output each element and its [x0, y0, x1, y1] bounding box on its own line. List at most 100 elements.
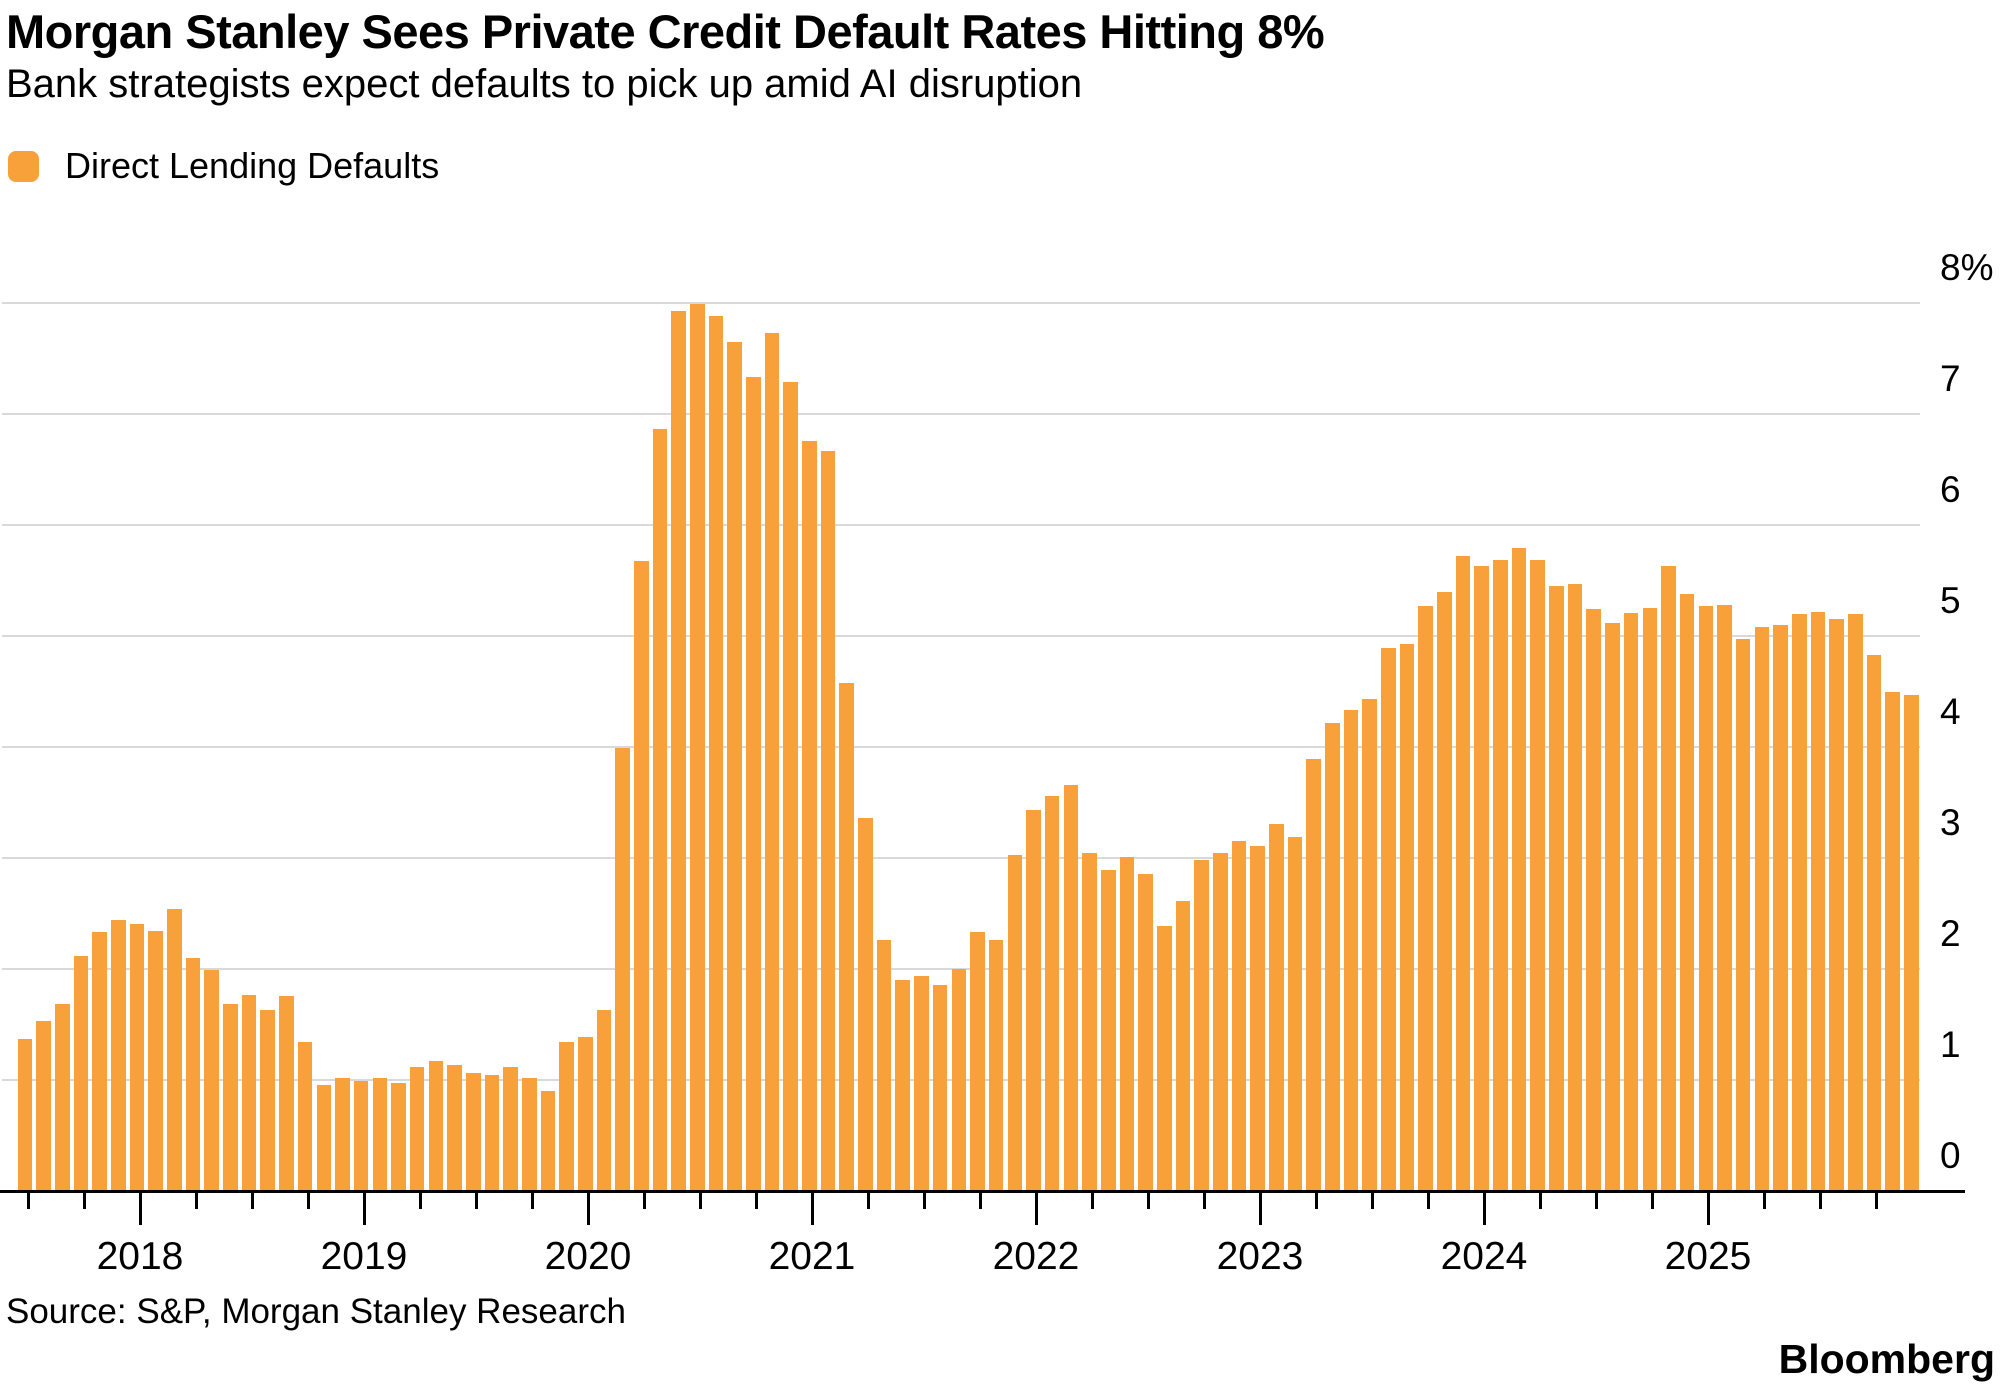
- bar: [951, 969, 967, 1190]
- bar: [783, 381, 798, 1190]
- gridline-3pct: [2, 857, 1920, 859]
- bar: [820, 450, 836, 1190]
- bar: [111, 920, 126, 1190]
- bar: [353, 1081, 369, 1190]
- bar: [577, 1036, 593, 1190]
- bar: [260, 1010, 276, 1190]
- x-tick-year: [1483, 1193, 1486, 1225]
- bar: [690, 304, 705, 1190]
- x-tick-year: [811, 1193, 814, 1225]
- bar: [1474, 566, 1490, 1190]
- bar: [1455, 556, 1471, 1190]
- bar: [652, 428, 668, 1190]
- x-tick-quarter: [251, 1193, 254, 1209]
- x-axis-line: [0, 1190, 1965, 1193]
- gridline-2pct: [2, 968, 1920, 970]
- x-tick-quarter: [1147, 1193, 1150, 1209]
- bar: [1343, 710, 1359, 1190]
- bar: [241, 994, 257, 1190]
- bar: [1026, 810, 1041, 1190]
- bar: [17, 1039, 33, 1190]
- bar: [1511, 548, 1527, 1190]
- legend: Direct Lending Defaults: [8, 145, 440, 186]
- x-tick-quarter: [531, 1193, 534, 1209]
- bar: [185, 958, 201, 1190]
- x-tick-quarter: [1427, 1193, 1430, 1209]
- source-text: Source: S&P, Morgan Stanley Research: [6, 1292, 626, 1331]
- bar: [1212, 852, 1228, 1190]
- bar: [1493, 559, 1508, 1190]
- bar: [167, 909, 182, 1190]
- chart-subtitle: Bank strategists expect defaults to pick…: [6, 62, 1083, 106]
- bar: [596, 1010, 612, 1190]
- bar: [1362, 699, 1377, 1190]
- bar: [802, 440, 817, 1190]
- bar: [1549, 586, 1564, 1190]
- bar: [1810, 611, 1826, 1190]
- bar: [1605, 622, 1620, 1190]
- bar: [1063, 784, 1079, 1190]
- x-tick-quarter: [755, 1193, 758, 1209]
- bar: [1399, 643, 1415, 1190]
- x-tick-quarter: [643, 1193, 646, 1209]
- bar: [55, 1003, 70, 1190]
- bar: [447, 1064, 462, 1190]
- bar: [521, 1077, 537, 1190]
- y-axis-label-7: 7: [1940, 358, 1961, 399]
- bar: [746, 377, 761, 1190]
- legend-label: Direct Lending Defaults: [65, 145, 440, 186]
- legend-swatch-icon: [8, 150, 39, 182]
- x-tick-quarter: [1091, 1193, 1094, 1209]
- x-axis-label-2021: 2021: [768, 1235, 856, 1278]
- x-axis-label-2022: 2022: [992, 1235, 1080, 1278]
- y-axis-label-8: 8%: [1940, 247, 1994, 288]
- bar: [503, 1066, 518, 1190]
- x-tick-year: [139, 1193, 142, 1225]
- bar: [1623, 612, 1639, 1190]
- x-tick-quarter: [195, 1193, 198, 1209]
- bar: [73, 955, 89, 1190]
- bar: [297, 1042, 313, 1190]
- bar: [1661, 566, 1676, 1190]
- bar: [1437, 591, 1452, 1190]
- bar: [1082, 852, 1097, 1190]
- bar: [1306, 759, 1321, 1190]
- x-tick-quarter: [27, 1193, 30, 1209]
- bar: [1754, 627, 1770, 1190]
- x-axis-label-2025: 2025: [1664, 1235, 1752, 1278]
- bar: [148, 931, 164, 1190]
- bar: [1530, 559, 1546, 1190]
- bar: [204, 970, 220, 1190]
- y-axis-label-4: 4: [1940, 691, 1961, 732]
- bar: [92, 932, 107, 1190]
- x-tick-quarter: [1203, 1193, 1206, 1209]
- bar: [858, 818, 873, 1190]
- bar: [223, 1003, 238, 1190]
- x-axis-label-2019: 2019: [320, 1235, 408, 1278]
- bar: [391, 1083, 406, 1190]
- x-tick-quarter: [979, 1193, 982, 1209]
- gridline-4pct: [2, 746, 1920, 748]
- bar: [708, 316, 724, 1190]
- bar: [129, 923, 145, 1190]
- bar: [1119, 857, 1135, 1190]
- bar: [1735, 639, 1751, 1190]
- x-tick-quarter: [1371, 1193, 1374, 1209]
- bar: [764, 333, 780, 1190]
- bar: [279, 995, 294, 1190]
- x-tick-quarter: [83, 1193, 86, 1209]
- bar: [1903, 694, 1919, 1190]
- bar: [970, 932, 985, 1190]
- x-tick-quarter: [419, 1193, 422, 1209]
- bar: [1586, 609, 1602, 1190]
- x-tick-quarter: [1315, 1193, 1318, 1209]
- bar: [988, 940, 1004, 1190]
- gridline-7pct: [2, 413, 1920, 415]
- bar: [1156, 925, 1172, 1190]
- chart-title: Morgan Stanley Sees Private Credit Defau…: [6, 5, 1325, 58]
- x-axis-label-2024: 2024: [1440, 1235, 1528, 1278]
- x-tick-year: [1035, 1193, 1038, 1225]
- bar: [1175, 901, 1191, 1190]
- bar: [1847, 613, 1863, 1190]
